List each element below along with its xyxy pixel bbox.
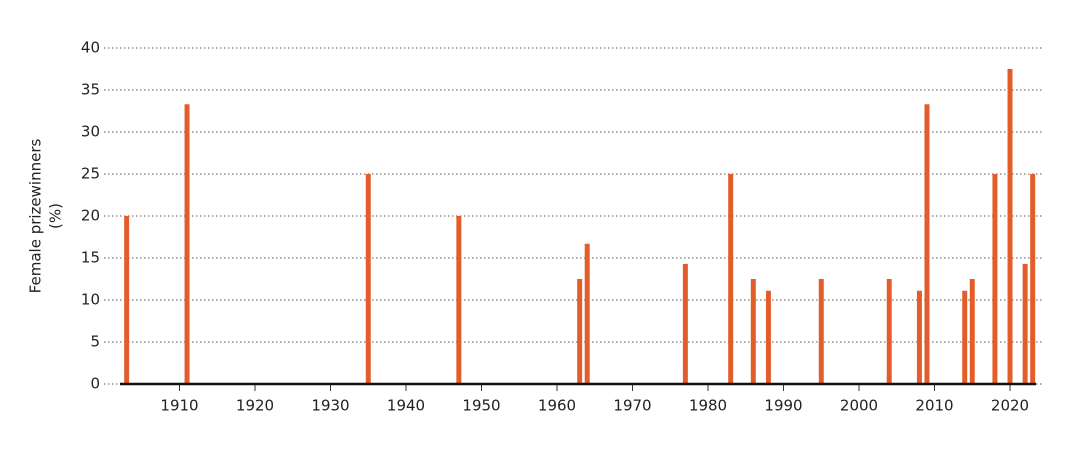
bar: [1007, 69, 1013, 384]
y-axis-label: (%): [47, 203, 65, 229]
bar: [365, 174, 371, 384]
y-tick-label: 10: [81, 291, 100, 309]
bar: [584, 243, 590, 384]
bar: [124, 216, 130, 384]
bar: [750, 279, 756, 384]
y-tick-label: 25: [81, 165, 100, 183]
y-tick-label: 15: [81, 249, 100, 267]
bar: [682, 263, 688, 384]
bar: [886, 279, 892, 384]
bar: [992, 174, 998, 384]
x-tick-label: 1960: [538, 397, 576, 415]
bar: [184, 104, 190, 384]
y-tick-label: 30: [81, 123, 100, 141]
x-tick-label: 1940: [387, 397, 425, 415]
x-tick-label: 1950: [462, 397, 500, 415]
x-tick-label: 1990: [764, 397, 802, 415]
bar: [728, 174, 734, 384]
bar: [765, 290, 771, 384]
y-tick-label: 0: [90, 375, 100, 393]
y-tick-label: 5: [90, 333, 100, 351]
y-tick-label: 20: [81, 207, 100, 225]
x-tick-label: 2020: [991, 397, 1029, 415]
x-tick-label: 2000: [840, 397, 878, 415]
bar: [916, 290, 922, 384]
bar: [456, 216, 462, 384]
x-tick-label: 1910: [160, 397, 198, 415]
x-tick-label: 2010: [915, 397, 953, 415]
bar: [1030, 174, 1036, 384]
x-tick-label: 1920: [236, 397, 274, 415]
y-tick-label: 40: [81, 39, 100, 57]
bar: [969, 279, 975, 384]
x-tick-label: 1980: [689, 397, 727, 415]
bar: [818, 279, 824, 384]
y-axis-label: Female prizewinners: [27, 139, 45, 294]
y-tick-label: 35: [81, 81, 100, 99]
bar: [924, 104, 930, 384]
x-tick-label: 1970: [613, 397, 651, 415]
bar: [577, 279, 583, 384]
bar: [1022, 263, 1028, 384]
bar: [962, 290, 968, 384]
x-tick-label: 1930: [311, 397, 349, 415]
